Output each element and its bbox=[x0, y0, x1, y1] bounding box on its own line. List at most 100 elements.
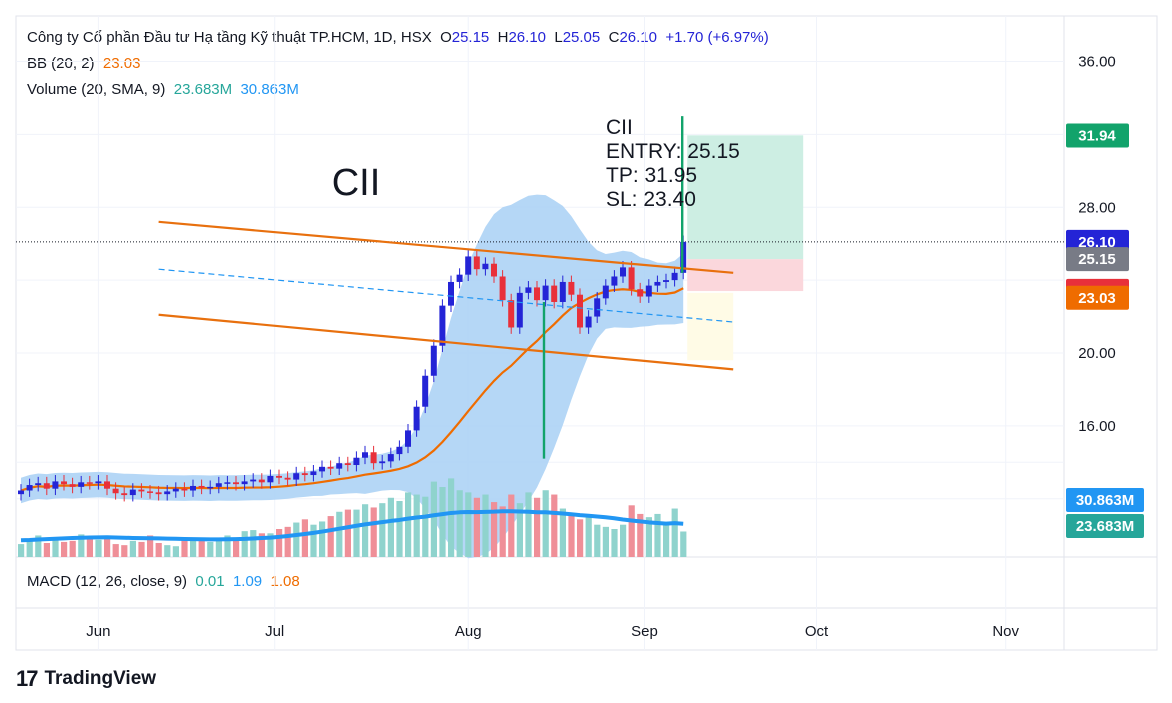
x-tick-label: Aug bbox=[455, 623, 482, 640]
volume-bar bbox=[628, 505, 635, 557]
candle-body bbox=[155, 492, 162, 495]
chart-frame bbox=[15, 15, 1158, 651]
macd-signal-value: 1.08 bbox=[270, 573, 300, 590]
candle-body bbox=[551, 285, 558, 302]
price-tag-label: 25.15 bbox=[1078, 251, 1116, 268]
candle-body bbox=[310, 471, 317, 476]
volume-tag-bg bbox=[1066, 514, 1144, 538]
candle-body bbox=[465, 256, 472, 275]
y-tick-label: 28.00 bbox=[1078, 199, 1116, 216]
candle-body bbox=[405, 430, 411, 447]
candle-body bbox=[602, 285, 609, 299]
volume-bar bbox=[465, 492, 472, 557]
volume-bar bbox=[301, 519, 308, 557]
volume-bar bbox=[362, 504, 369, 557]
price-tag: 23.03 bbox=[1066, 285, 1129, 310]
volume-bar bbox=[654, 513, 661, 557]
volume-tag-label: 30.863M bbox=[1076, 492, 1134, 509]
candle-body bbox=[43, 483, 50, 489]
ohlc-high: 26.10 bbox=[508, 29, 547, 46]
volume-bar bbox=[671, 508, 678, 557]
candle-body bbox=[181, 488, 188, 491]
volume-bar bbox=[551, 494, 558, 557]
candle-body bbox=[164, 491, 171, 495]
volume-bar bbox=[680, 531, 687, 557]
candle-body bbox=[430, 345, 437, 376]
price-tag-label: 26.10 bbox=[1078, 234, 1116, 251]
candle-body bbox=[362, 452, 368, 458]
volume-bar bbox=[215, 539, 222, 557]
ohlc-open: 25.15 bbox=[451, 29, 490, 46]
volume-bar bbox=[499, 506, 506, 557]
price-tag-bg bbox=[1066, 247, 1129, 272]
candle-body bbox=[439, 305, 446, 346]
volume-bar bbox=[181, 537, 188, 557]
candle-body bbox=[482, 263, 489, 270]
volume-bar bbox=[344, 509, 351, 557]
macd-label: MACD (12, 26, close, 9) bbox=[27, 573, 188, 590]
trade-annotation-line: TP: 31.95 bbox=[606, 164, 697, 187]
price-tag-label: 23.03 bbox=[1078, 290, 1116, 307]
take-profit-zone bbox=[687, 135, 804, 260]
candle-body bbox=[198, 485, 205, 488]
volume-bar bbox=[430, 481, 437, 557]
volume-bar bbox=[250, 530, 257, 557]
y-tick-label: 20.00 bbox=[1078, 345, 1116, 362]
candle-body bbox=[215, 483, 222, 487]
volume-bar bbox=[585, 516, 592, 557]
candle-body bbox=[663, 280, 669, 282]
volume-bar bbox=[602, 526, 609, 557]
candle-body bbox=[35, 483, 42, 486]
volume-bar bbox=[104, 536, 111, 557]
candle-body bbox=[233, 482, 239, 485]
x-tick-label: Sep bbox=[631, 623, 658, 640]
x-tick-label: Oct bbox=[805, 623, 829, 640]
volume-bar bbox=[620, 524, 627, 557]
volume-label: Volume (20, SMA, 9) bbox=[27, 81, 166, 98]
legend-row-bb: BB (20, 2) 23.03 bbox=[27, 55, 140, 73]
candle-body bbox=[69, 484, 76, 487]
volume-bar bbox=[69, 540, 76, 557]
volume-bar bbox=[155, 543, 162, 557]
volume-bar bbox=[534, 497, 541, 557]
legend-row-volume: Volume (20, SMA, 9) 23.683M 30.863M bbox=[27, 81, 299, 99]
macd-histogram: 0.01 bbox=[195, 573, 225, 590]
candle-body bbox=[52, 481, 59, 489]
candle-body bbox=[207, 486, 214, 489]
volume-bar bbox=[164, 545, 171, 557]
volume-bar bbox=[147, 535, 154, 557]
volume-bar bbox=[542, 490, 549, 557]
candle-body bbox=[516, 292, 523, 328]
candle-body bbox=[620, 267, 626, 277]
price-tag-label: 31.94 bbox=[1078, 127, 1116, 144]
candle-body bbox=[26, 485, 33, 491]
volume-bar bbox=[241, 531, 248, 557]
volume-sma-line bbox=[20, 509, 684, 543]
candle-body bbox=[508, 300, 515, 328]
candle-body bbox=[654, 281, 661, 286]
candle-body bbox=[276, 475, 282, 478]
candle-body bbox=[336, 463, 343, 469]
tradingview-logo[interactable]: 17 TradingView bbox=[16, 666, 156, 692]
candle-body bbox=[224, 482, 231, 484]
ohlc-h-label: H bbox=[497, 29, 509, 46]
bollinger-band-fill bbox=[21, 194, 684, 559]
volume-bar bbox=[568, 513, 575, 557]
candle-body bbox=[396, 446, 403, 455]
candle-body bbox=[344, 463, 351, 466]
trade-annotation-line: SL: 23.40 bbox=[606, 188, 696, 211]
candle-body bbox=[293, 473, 300, 480]
volume-bar bbox=[413, 494, 420, 557]
volume-bar bbox=[594, 524, 601, 557]
channel-mid-line bbox=[158, 268, 734, 323]
volume-bar bbox=[95, 539, 102, 557]
candle-body bbox=[671, 272, 678, 281]
candle-body bbox=[456, 274, 463, 282]
candle-body bbox=[327, 466, 334, 469]
stop-loss-zone bbox=[687, 259, 804, 292]
volume-bar bbox=[35, 535, 42, 557]
volume-bar bbox=[112, 544, 119, 557]
candle-body bbox=[319, 466, 325, 472]
candle-body bbox=[594, 298, 601, 317]
